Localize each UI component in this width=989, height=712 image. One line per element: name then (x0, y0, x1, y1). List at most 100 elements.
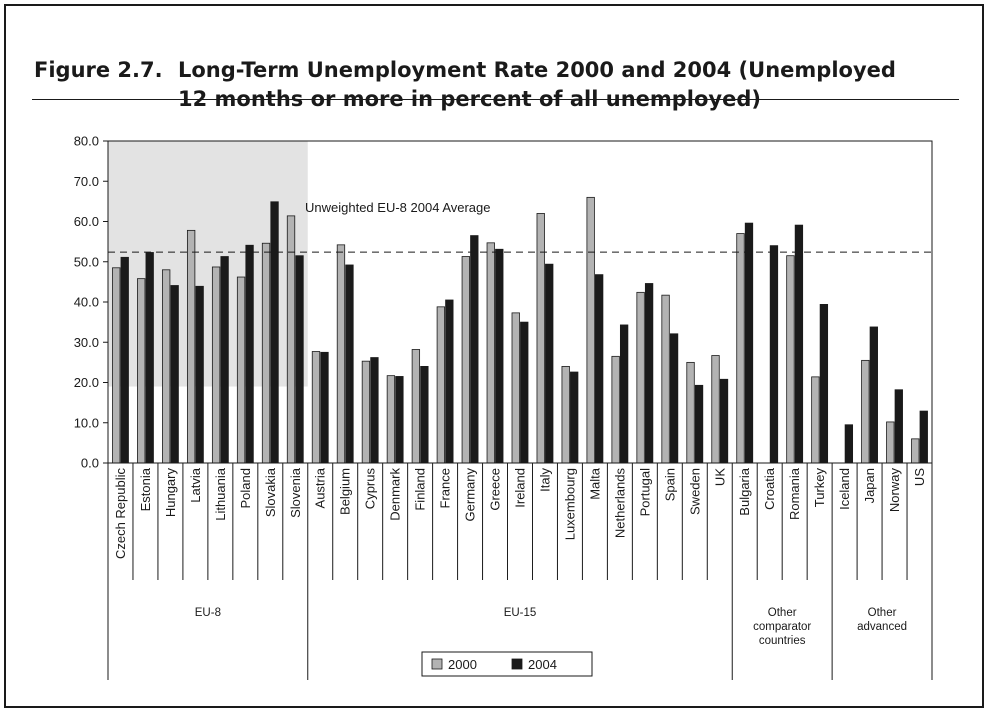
bar-2004-finland (420, 365, 429, 464)
bar-2004-germany (470, 235, 479, 464)
category-label: Lithuania (213, 467, 228, 521)
y-tick-label: 20.0 (74, 375, 99, 390)
bar-2004-ireland (520, 321, 529, 464)
category-label: Portugal (637, 468, 652, 517)
bar-2004-austria (320, 351, 329, 464)
category-label: Hungary (163, 468, 178, 518)
bar-2000-us (911, 438, 920, 464)
category-label: Austria (313, 467, 328, 508)
bar-2004-netherlands (619, 324, 629, 464)
bar-2004-croatia (769, 245, 779, 464)
group-label: Other (768, 607, 797, 619)
category-label: Denmark (388, 468, 403, 521)
category-label: Japan (862, 468, 877, 503)
bar-2004-us (919, 410, 928, 464)
category-label: Italy (537, 468, 552, 492)
bar-2000-ireland (511, 312, 520, 464)
bar-2004-norway (894, 389, 903, 464)
y-tick-label: 60.0 (74, 214, 99, 229)
bar-2004-sweden (694, 384, 704, 464)
group-label: countries (759, 635, 806, 647)
bar-2004-estonia (145, 252, 154, 464)
bar-2000-spain (661, 294, 670, 464)
legend-label-2004: 2004 (528, 657, 557, 672)
category-label: Poland (238, 468, 253, 508)
bar-2000-uk (711, 355, 720, 464)
category-label: Czech Republic (113, 468, 128, 560)
y-tick-label: 40.0 (74, 295, 99, 310)
category-label: Spain (662, 468, 677, 501)
bar-2004-belgium (345, 264, 354, 464)
group-label: Other (868, 607, 897, 619)
group-label: comparator (753, 621, 811, 633)
bar-2000-belgium (336, 244, 346, 464)
bar-2004-hungary (170, 285, 179, 464)
category-label: Luxembourg (562, 468, 577, 540)
bar-2000-luxembourg (561, 365, 570, 464)
legend-label-2000: 2000 (448, 657, 477, 672)
bar-2004-lithuania (220, 256, 229, 464)
bar-2004-poland (245, 244, 254, 464)
bar-2000-austria (311, 351, 321, 464)
category-label: Estonia (138, 467, 153, 511)
bar-2004-spain (669, 333, 679, 464)
bar-2004-malta (595, 274, 604, 464)
bar-2000-germany (461, 256, 470, 464)
legend-swatch-2000 (431, 658, 443, 670)
title-rule (32, 99, 959, 100)
group-label: advanced (857, 621, 907, 633)
category-label: Belgium (338, 468, 353, 515)
bar-2000-denmark (386, 375, 396, 464)
bar-2000-cyprus (361, 360, 371, 464)
bar-2000-netherlands (611, 355, 620, 464)
category-label: Romania (787, 467, 802, 520)
category-label: UK (712, 468, 727, 486)
category-label: Netherlands (612, 468, 627, 539)
bar-2000-lithuania (211, 266, 221, 464)
bar-2000-hungary (162, 269, 171, 464)
category-label: Bulgaria (737, 467, 752, 515)
bar-2000-romania (786, 255, 795, 464)
bar-2000-poland (236, 276, 246, 464)
y-tick-label: 80.0 (74, 134, 99, 149)
bar-2004-denmark (395, 376, 404, 464)
bar-2000-italy (536, 213, 545, 464)
category-label: Latvia (188, 467, 203, 502)
y-tick-label: 30.0 (74, 335, 99, 350)
bar-2004-cyprus (370, 357, 379, 464)
bar-2000-japan (861, 359, 870, 464)
bar-2004-luxembourg (570, 371, 579, 464)
y-tick-label: 0.0 (81, 456, 99, 471)
bar-2004-italy (545, 263, 554, 464)
figure-number: Figure 2.7. (34, 58, 163, 82)
bar-2004-czech-republic (120, 256, 129, 464)
bar-2004-slovakia (270, 201, 279, 464)
bar-2000-portugal (636, 291, 645, 464)
bar-2000-slovakia (261, 242, 271, 464)
bar-2004-latvia (195, 285, 204, 464)
bar-2000-estonia (137, 278, 146, 464)
legend-swatch-2004 (511, 658, 523, 670)
category-label: Iceland (837, 468, 852, 510)
category-label: US (912, 468, 927, 486)
y-tick-label: 50.0 (74, 254, 99, 269)
bar-2004-romania (794, 224, 804, 464)
group-label: EU-8 (195, 607, 221, 619)
group-label: EU-15 (504, 607, 537, 619)
category-label: Croatia (762, 467, 777, 510)
bar-2004-japan (869, 326, 878, 464)
bar-2004-portugal (644, 283, 654, 464)
category-label: Malta (587, 467, 602, 500)
bar-2004-france (445, 299, 454, 464)
category-label: Ireland (513, 468, 528, 508)
category-label: Sweden (687, 468, 702, 515)
category-label: Slovakia (263, 467, 278, 517)
figure-title-line-1: Long-Term Unemployment Rate 2000 and 200… (178, 58, 896, 82)
category-label: Greece (488, 468, 503, 511)
category-label: Turkey (812, 468, 827, 508)
bar-2004-slovenia (295, 255, 304, 464)
reference-line-label: Unweighted EU-8 2004 Average (305, 200, 491, 215)
category-label: Cyprus (363, 468, 378, 510)
bar-2000-norway (886, 421, 895, 464)
